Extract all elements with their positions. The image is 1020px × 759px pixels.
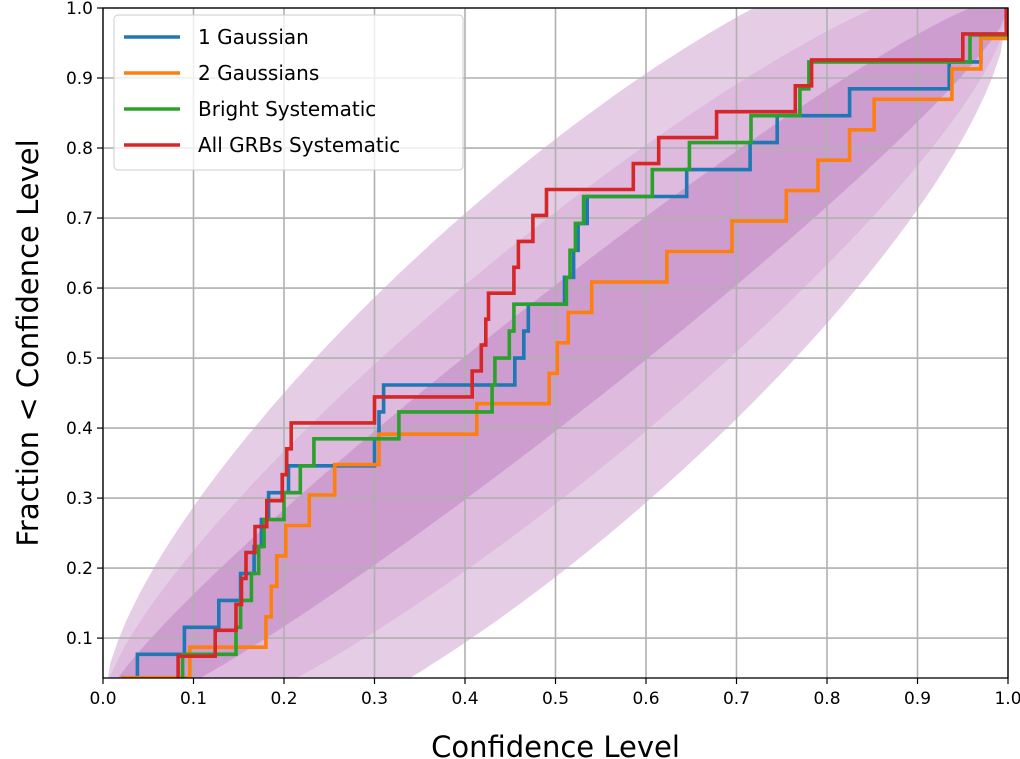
series-line-1-gaussian xyxy=(135,8,1008,678)
y-tick-label: 0.8 xyxy=(66,139,93,159)
y-tick-label: 0.6 xyxy=(66,279,93,299)
x-tick-label: 0.0 xyxy=(89,689,116,709)
x-tick-label: 0.2 xyxy=(270,689,297,709)
axis-ticks: 0.0 0.1 0.2 0.3 0.4 0.5 0.6 0.7 0.8 0.9 1.0 0.1 0.2 0… xyxy=(66,0,1020,709)
legend-box xyxy=(113,14,464,171)
legend-label: 2 Gaussians xyxy=(198,61,319,85)
y-tick-label: 0.4 xyxy=(66,419,93,439)
y-tick-label: 0.2 xyxy=(66,559,93,579)
series-line-all-grbs-systematic xyxy=(176,8,1008,678)
y-tick-label: 1.0 xyxy=(66,0,93,19)
y-tick-label: 0.3 xyxy=(66,489,93,509)
series-lines xyxy=(121,8,1008,678)
series-line-2-gaussians xyxy=(121,8,1008,678)
x-tick-label: 0.8 xyxy=(813,689,840,709)
x-tick-label: 0.6 xyxy=(632,689,659,709)
y-tick-label: 0.9 xyxy=(66,69,93,89)
y-tick-label: 0.5 xyxy=(66,349,93,369)
y-axis-label: Fraction < Confidence Level xyxy=(11,139,45,546)
legend-label: Bright Systematic xyxy=(198,97,376,121)
x-tick-label: 0.3 xyxy=(361,689,388,709)
x-tick-label: 1.0 xyxy=(994,689,1020,709)
x-tick-label: 0.1 xyxy=(180,689,207,709)
x-axis-label: Confidence Level xyxy=(431,730,680,759)
y-tick-label: 0.1 xyxy=(66,629,93,649)
x-tick-label: 0.4 xyxy=(451,689,478,709)
x-tick-label: 0.7 xyxy=(723,689,750,709)
legend-label: 1 Gaussian xyxy=(198,25,309,49)
x-tick-label: 0.5 xyxy=(542,689,569,709)
legend-label: All GRBs Systematic xyxy=(198,133,400,157)
series-line-bright-systematic xyxy=(180,8,1008,678)
y-tick-label: 0.7 xyxy=(66,209,93,229)
x-tick-label: 0.9 xyxy=(904,689,931,709)
legend: 1 Gaussian 2 Gaussians Bright Systematic Al… xyxy=(113,14,464,171)
